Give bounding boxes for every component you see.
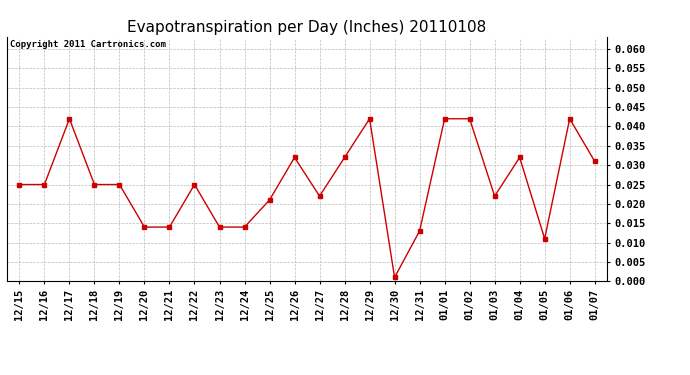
Text: Copyright 2011 Cartronics.com: Copyright 2011 Cartronics.com xyxy=(10,40,166,49)
Title: Evapotranspiration per Day (Inches) 20110108: Evapotranspiration per Day (Inches) 2011… xyxy=(128,20,486,35)
